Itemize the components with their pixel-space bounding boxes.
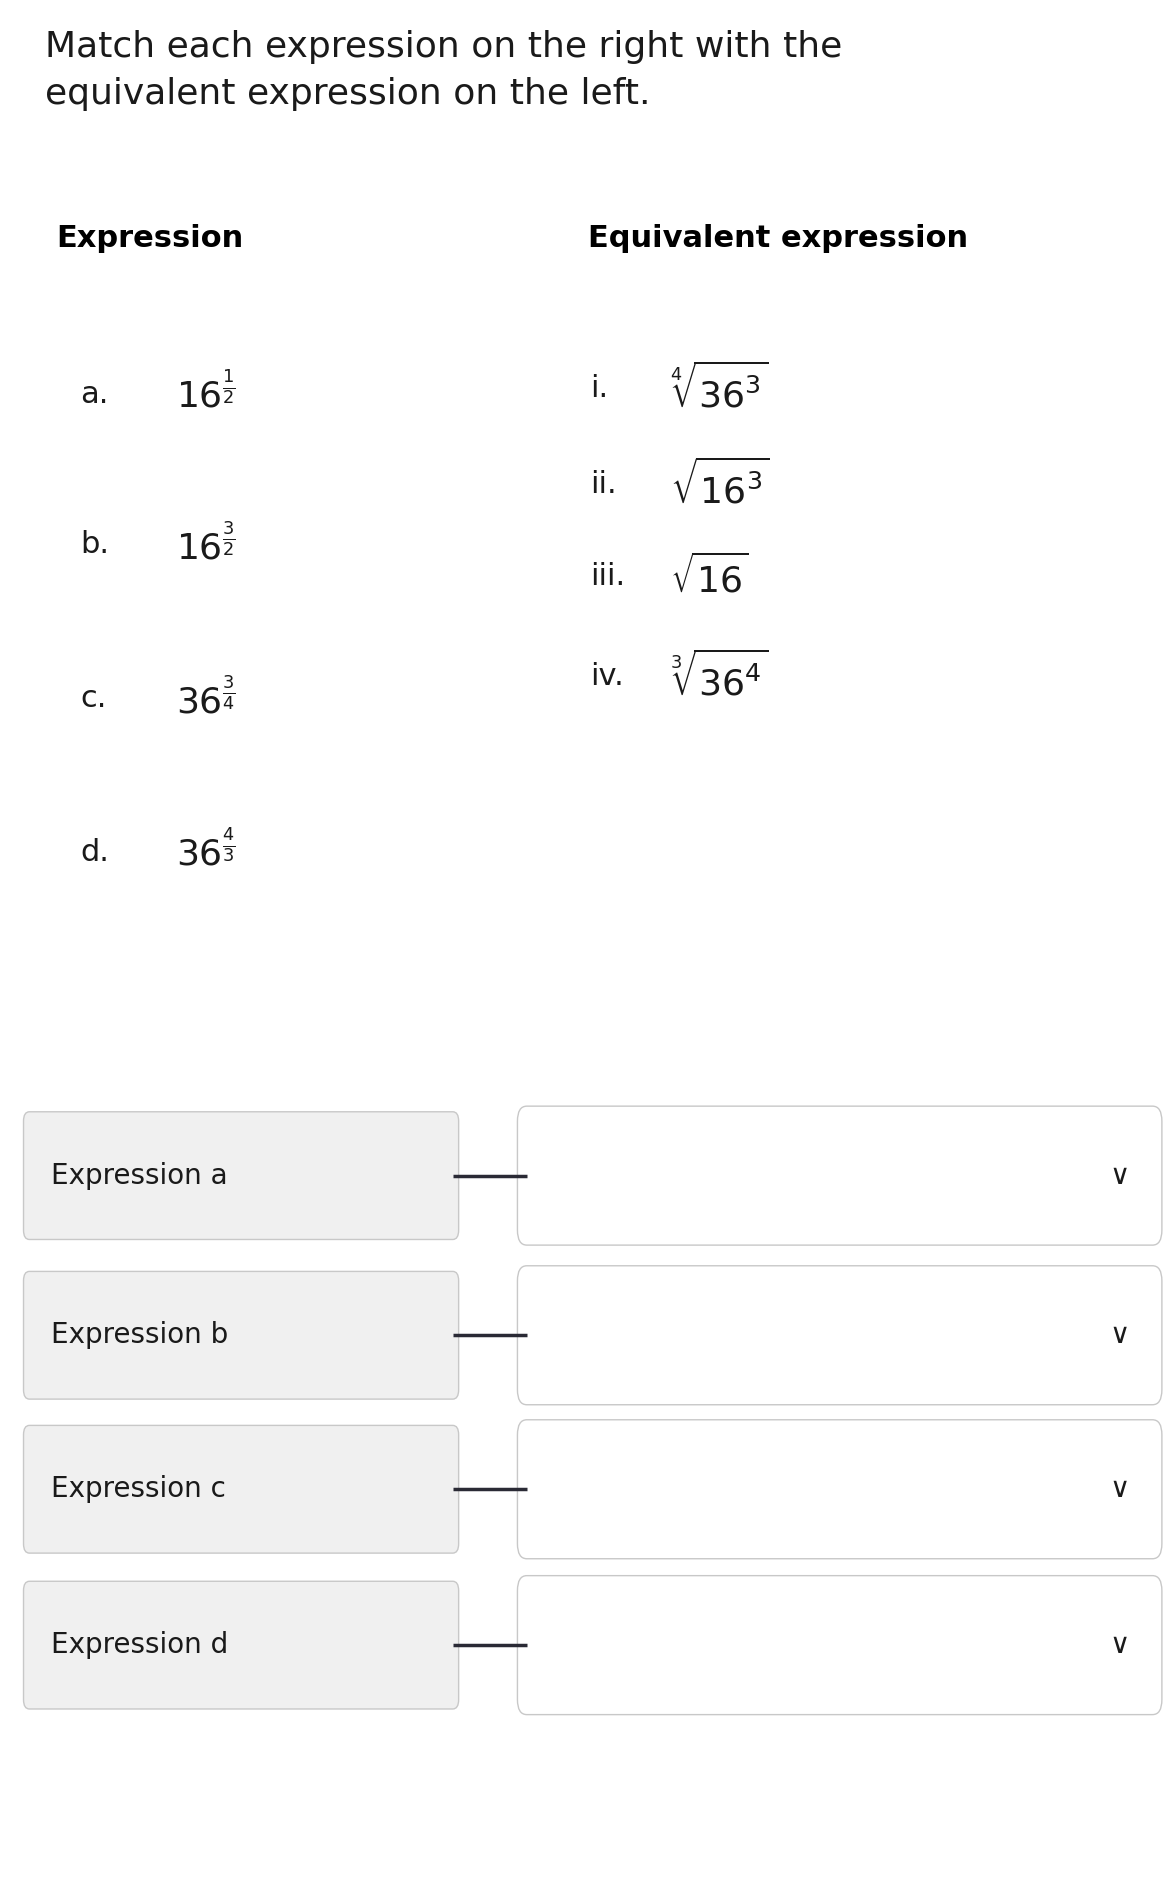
Text: iii.: iii. <box>590 562 626 592</box>
Text: Match each expression on the right with the: Match each expression on the right with … <box>45 30 842 64</box>
Text: i.: i. <box>590 374 608 404</box>
Text: $\sqrt[4]{36^3}$: $\sqrt[4]{36^3}$ <box>670 362 769 415</box>
Text: d.: d. <box>80 838 109 868</box>
Text: ii.: ii. <box>590 470 617 500</box>
Text: b.: b. <box>80 530 109 560</box>
Text: c.: c. <box>80 684 106 714</box>
Text: $36^{\frac{3}{4}}$: $36^{\frac{3}{4}}$ <box>176 678 236 719</box>
Text: Expression c: Expression c <box>51 1476 226 1502</box>
FancyBboxPatch shape <box>517 1576 1162 1715</box>
Text: Expression: Expression <box>56 223 243 254</box>
FancyBboxPatch shape <box>517 1106 1162 1245</box>
Text: Equivalent expression: Equivalent expression <box>588 223 968 254</box>
Text: $36^{\frac{4}{3}}$: $36^{\frac{4}{3}}$ <box>176 832 236 873</box>
Text: $\sqrt{16}$: $\sqrt{16}$ <box>670 554 749 599</box>
Text: Expression a: Expression a <box>51 1162 227 1189</box>
Text: equivalent expression on the left.: equivalent expression on the left. <box>45 77 650 111</box>
Text: Expression b: Expression b <box>51 1322 228 1348</box>
FancyBboxPatch shape <box>24 1581 459 1709</box>
FancyBboxPatch shape <box>24 1425 459 1553</box>
FancyBboxPatch shape <box>24 1112 459 1239</box>
Text: Expression d: Expression d <box>51 1632 228 1658</box>
FancyBboxPatch shape <box>517 1420 1162 1559</box>
Text: $16^{\frac{3}{2}}$: $16^{\frac{3}{2}}$ <box>176 524 236 565</box>
Text: $\sqrt{16^3}$: $\sqrt{16^3}$ <box>670 458 770 511</box>
Text: ∨: ∨ <box>1109 1476 1130 1502</box>
Text: ∨: ∨ <box>1109 1322 1130 1348</box>
Text: $16^{\frac{1}{2}}$: $16^{\frac{1}{2}}$ <box>176 374 236 415</box>
FancyBboxPatch shape <box>24 1271 459 1399</box>
Text: iv.: iv. <box>590 661 624 691</box>
Text: ∨: ∨ <box>1109 1632 1130 1658</box>
FancyBboxPatch shape <box>517 1266 1162 1405</box>
Text: ∨: ∨ <box>1109 1162 1130 1189</box>
Text: a.: a. <box>80 379 108 409</box>
Text: $\sqrt[3]{36^4}$: $\sqrt[3]{36^4}$ <box>670 650 769 702</box>
